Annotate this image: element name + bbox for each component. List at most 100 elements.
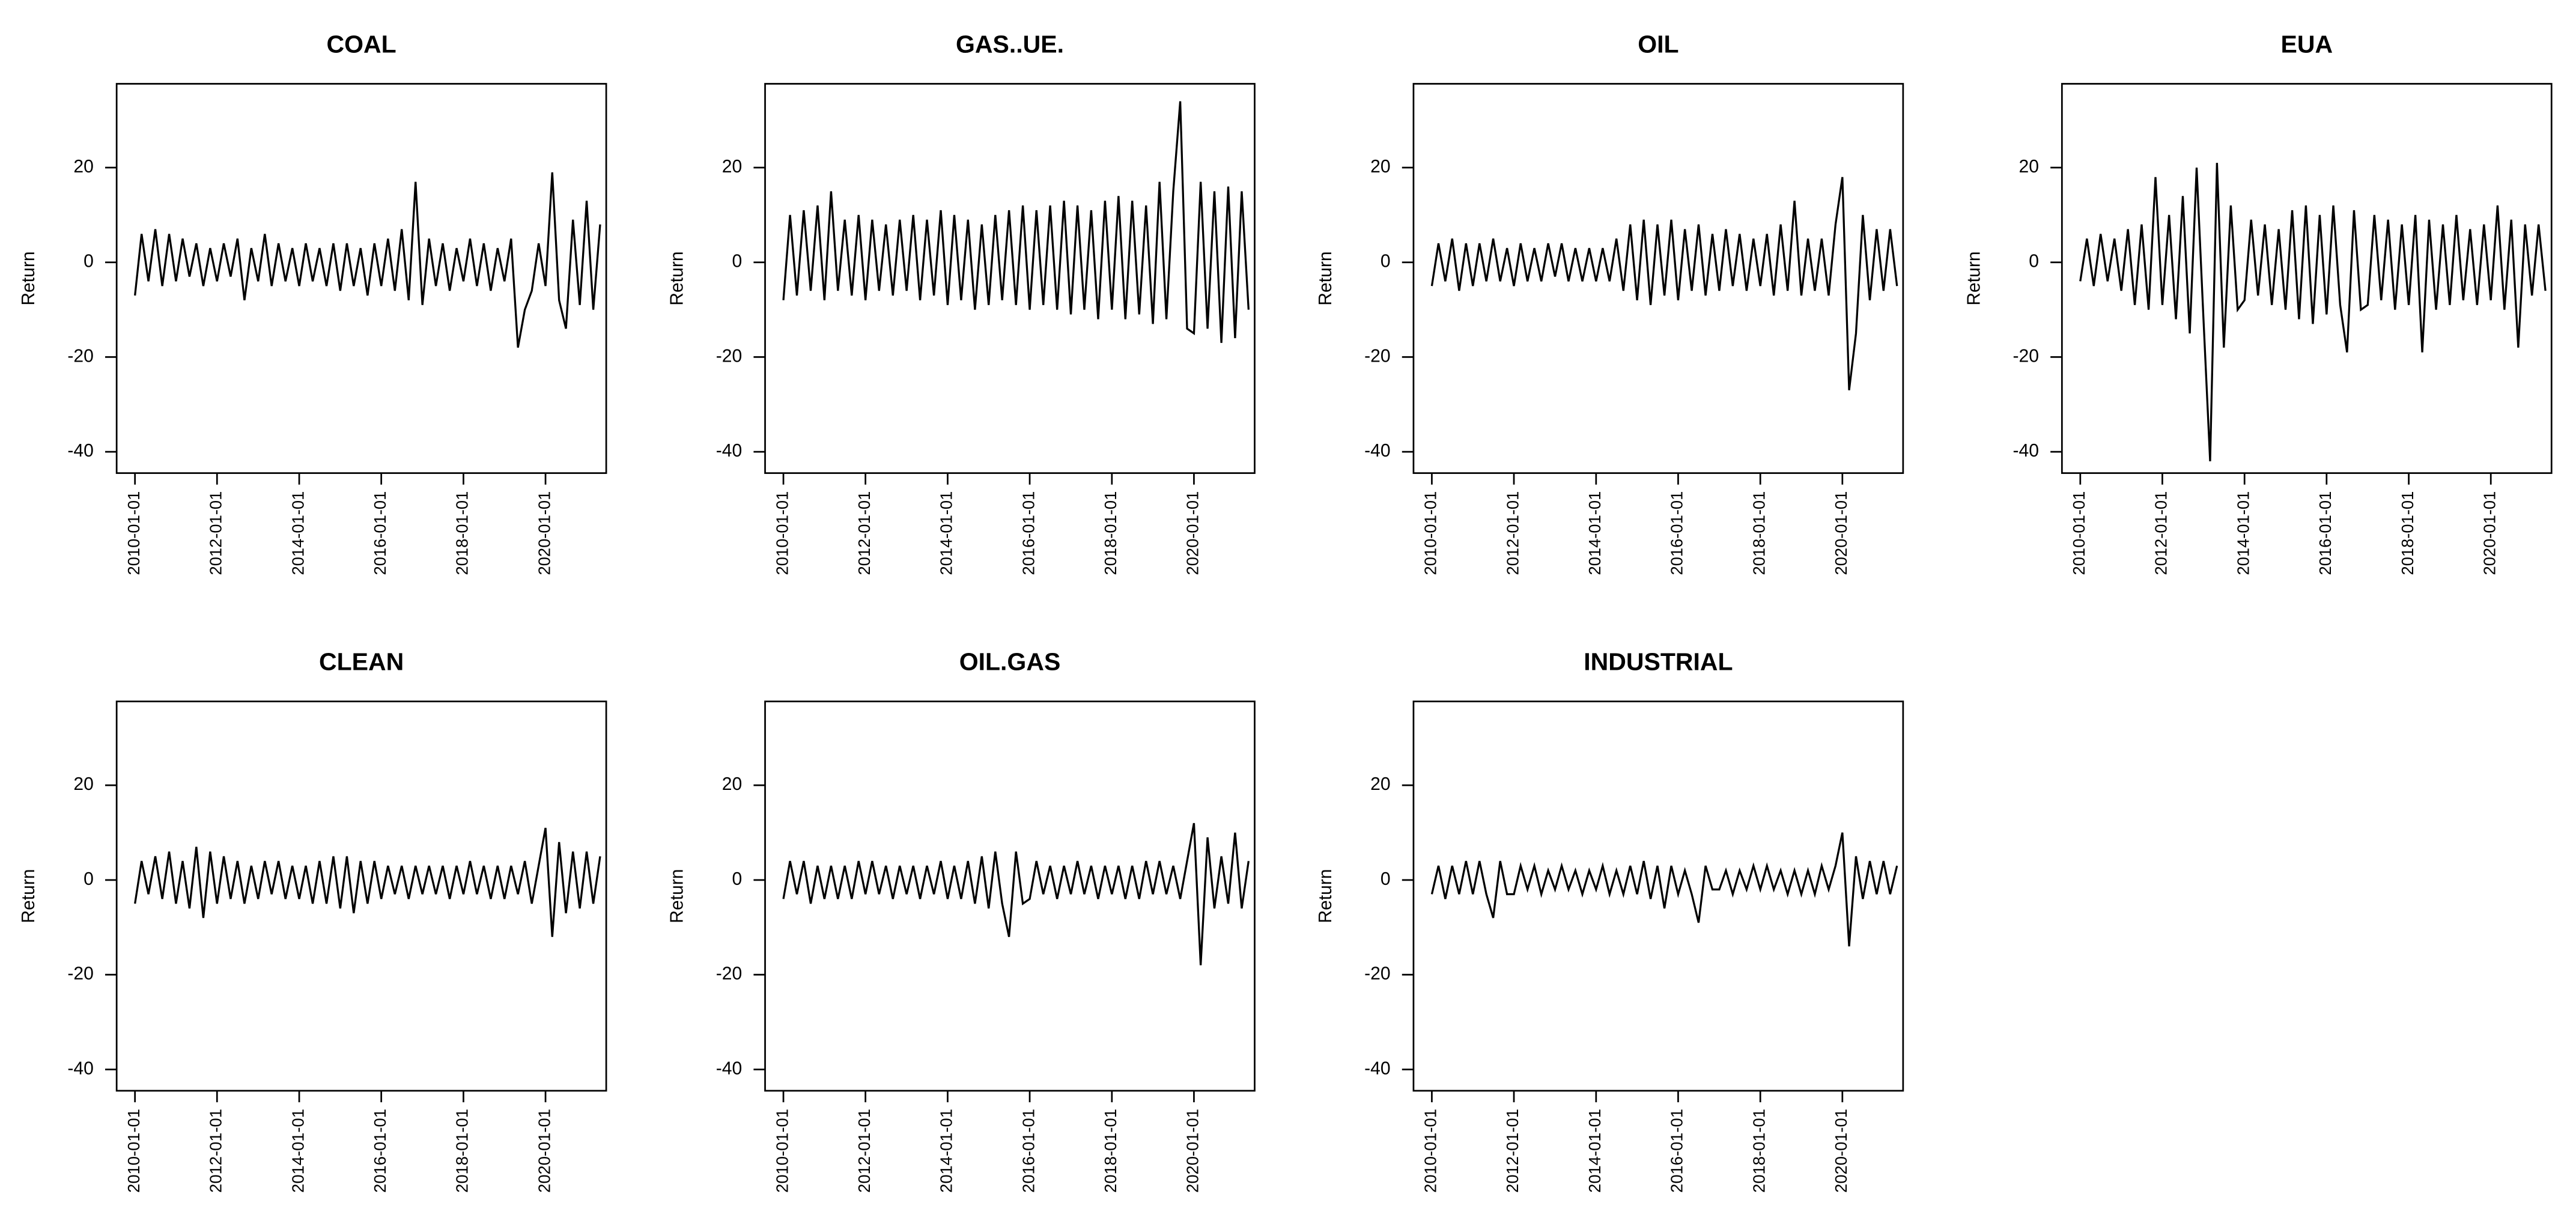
y-tick-label: -40 [1364,441,1390,461]
panel: GAS..UE. Return -40 -20 0 20 2010-01-01 2012-01… [667,30,1256,575]
x-tick-label: 2018-01-01 [453,491,472,575]
x-tick-label: 2016-01-01 [371,1109,389,1193]
x-tick-label: 2018-01-01 [453,1109,472,1193]
panel-title: GAS..UE. [956,30,1064,58]
y-tick-label: -40 [716,441,742,461]
series-line [2079,163,2547,461]
y-tick-label: 0 [1381,869,1391,889]
series-line [134,172,601,348]
x-tick-label: 2010-01-01 [1421,491,1440,575]
x-tick-label: 2020-01-01 [535,491,553,575]
y-tick-label: -20 [67,964,93,984]
y-tick-label: 20 [722,774,742,794]
panel-title: CLEAN [319,648,404,676]
series-line [782,823,1250,965]
series-line [1430,832,1898,947]
series-line [782,101,1250,343]
x-tick-label: 2016-01-01 [1019,1109,1037,1193]
x-tick-label: 2010-01-01 [124,491,143,575]
panel-title: COAL [327,30,396,58]
y-tick-label: 20 [2019,157,2039,177]
panel-title: OIL [1638,30,1678,58]
y-axis-label: Return [1964,251,1984,305]
x-tick-label: 2014-01-01 [1585,491,1604,575]
y-tick-label: 0 [84,869,94,889]
x-tick-label: 2018-01-01 [2398,491,2417,575]
x-tick-label: 2018-01-01 [1101,491,1120,575]
panel: COAL Return -40 -20 0 20 2010-01-01 2012-01-01 2… [19,30,607,575]
y-tick-label: -40 [67,1058,93,1078]
y-tick-label: -40 [1364,1058,1390,1078]
y-axis-label: Return [19,869,38,923]
plot-frame [115,83,607,474]
y-tick-label: -40 [67,441,93,461]
x-tick-label: 2014-01-01 [288,1109,307,1193]
x-tick-label: 2018-01-01 [1749,491,1768,575]
x-tick-label: 2020-01-01 [1183,1109,1202,1193]
y-axis-label: Return [1316,869,1335,923]
x-tick-label: 2020-01-01 [2480,491,2499,575]
x-tick-label: 2012-01-01 [206,1109,225,1193]
panel-title: EUA [2280,30,2333,58]
panel: CLEAN Return -40 -20 0 20 2010-01-01 2012-01-01… [19,648,607,1193]
series-line [1430,177,1898,390]
x-tick-label: 2012-01-01 [206,491,225,575]
plot-frame [764,700,1256,1092]
x-tick-label: 2010-01-01 [1421,1109,1440,1193]
y-tick-label: -20 [716,964,742,984]
x-tick-label: 2020-01-01 [1832,1109,1850,1193]
panel: OIL.GAS Return -40 -20 0 20 2010-01-01 2012-01-… [667,648,1256,1193]
plot-frame [2061,83,2553,474]
y-tick-label: -20 [67,346,93,366]
x-tick-label: 2010-01-01 [2070,491,2088,575]
x-tick-label: 2016-01-01 [2316,491,2334,575]
y-tick-label: 0 [1381,252,1391,272]
x-tick-label: 2012-01-01 [1503,1109,1522,1193]
y-tick-label: -20 [716,346,742,366]
x-tick-label: 2016-01-01 [1019,491,1037,575]
x-tick-label: 2012-01-01 [855,491,873,575]
x-tick-label: 2012-01-01 [855,1109,873,1193]
series-line [134,827,601,937]
x-tick-label: 2018-01-01 [1749,1109,1768,1193]
y-tick-label: 0 [732,869,743,889]
y-tick-label: 20 [1370,774,1390,794]
y-axis-label: Return [1316,251,1335,305]
y-axis-label: Return [19,251,38,305]
y-tick-label: 20 [1370,157,1390,177]
x-tick-label: 2020-01-01 [1832,491,1850,575]
y-tick-label: 20 [722,157,742,177]
y-tick-label: 20 [73,774,93,794]
panel-title: INDUSTRIAL [1584,648,1733,676]
y-tick-label: -20 [1364,964,1390,984]
x-tick-label: 2016-01-01 [1668,1109,1686,1193]
x-tick-label: 2018-01-01 [1101,1109,1120,1193]
x-tick-label: 2010-01-01 [124,1109,143,1193]
x-tick-label: 2014-01-01 [1585,1109,1604,1193]
y-axis-label: Return [667,251,687,305]
y-tick-label: -40 [2013,441,2039,461]
panel: EUA Return -40 -20 0 20 2010-01-01 2012-01-01 20… [1964,30,2553,575]
panel: INDUSTRIAL Return -40 -20 0 20 2010-01-01 2012-… [1316,648,1904,1193]
y-tick-label: -40 [716,1058,742,1078]
x-tick-label: 2010-01-01 [773,1109,791,1193]
x-tick-label: 2014-01-01 [937,1109,956,1193]
y-tick-label: -20 [2013,346,2039,366]
x-tick-label: 2012-01-01 [1503,491,1522,575]
plot-frame [764,83,1256,474]
x-tick-label: 2020-01-01 [535,1109,553,1193]
x-tick-label: 2016-01-01 [1668,491,1686,575]
x-tick-label: 2016-01-01 [371,491,389,575]
x-tick-label: 2012-01-01 [2152,491,2170,575]
panel-title: OIL.GAS [959,648,1061,676]
x-tick-label: 2014-01-01 [2234,491,2252,575]
x-tick-label: 2020-01-01 [1183,491,1202,575]
x-tick-label: 2014-01-01 [937,491,956,575]
y-tick-label: 0 [2029,252,2039,272]
panel: OIL Return -40 -20 0 20 2010-01-01 2012-01-01 20… [1316,30,1904,575]
y-axis-label: Return [667,869,687,923]
y-tick-label: 0 [732,252,743,272]
plot-frame [1412,83,1904,474]
